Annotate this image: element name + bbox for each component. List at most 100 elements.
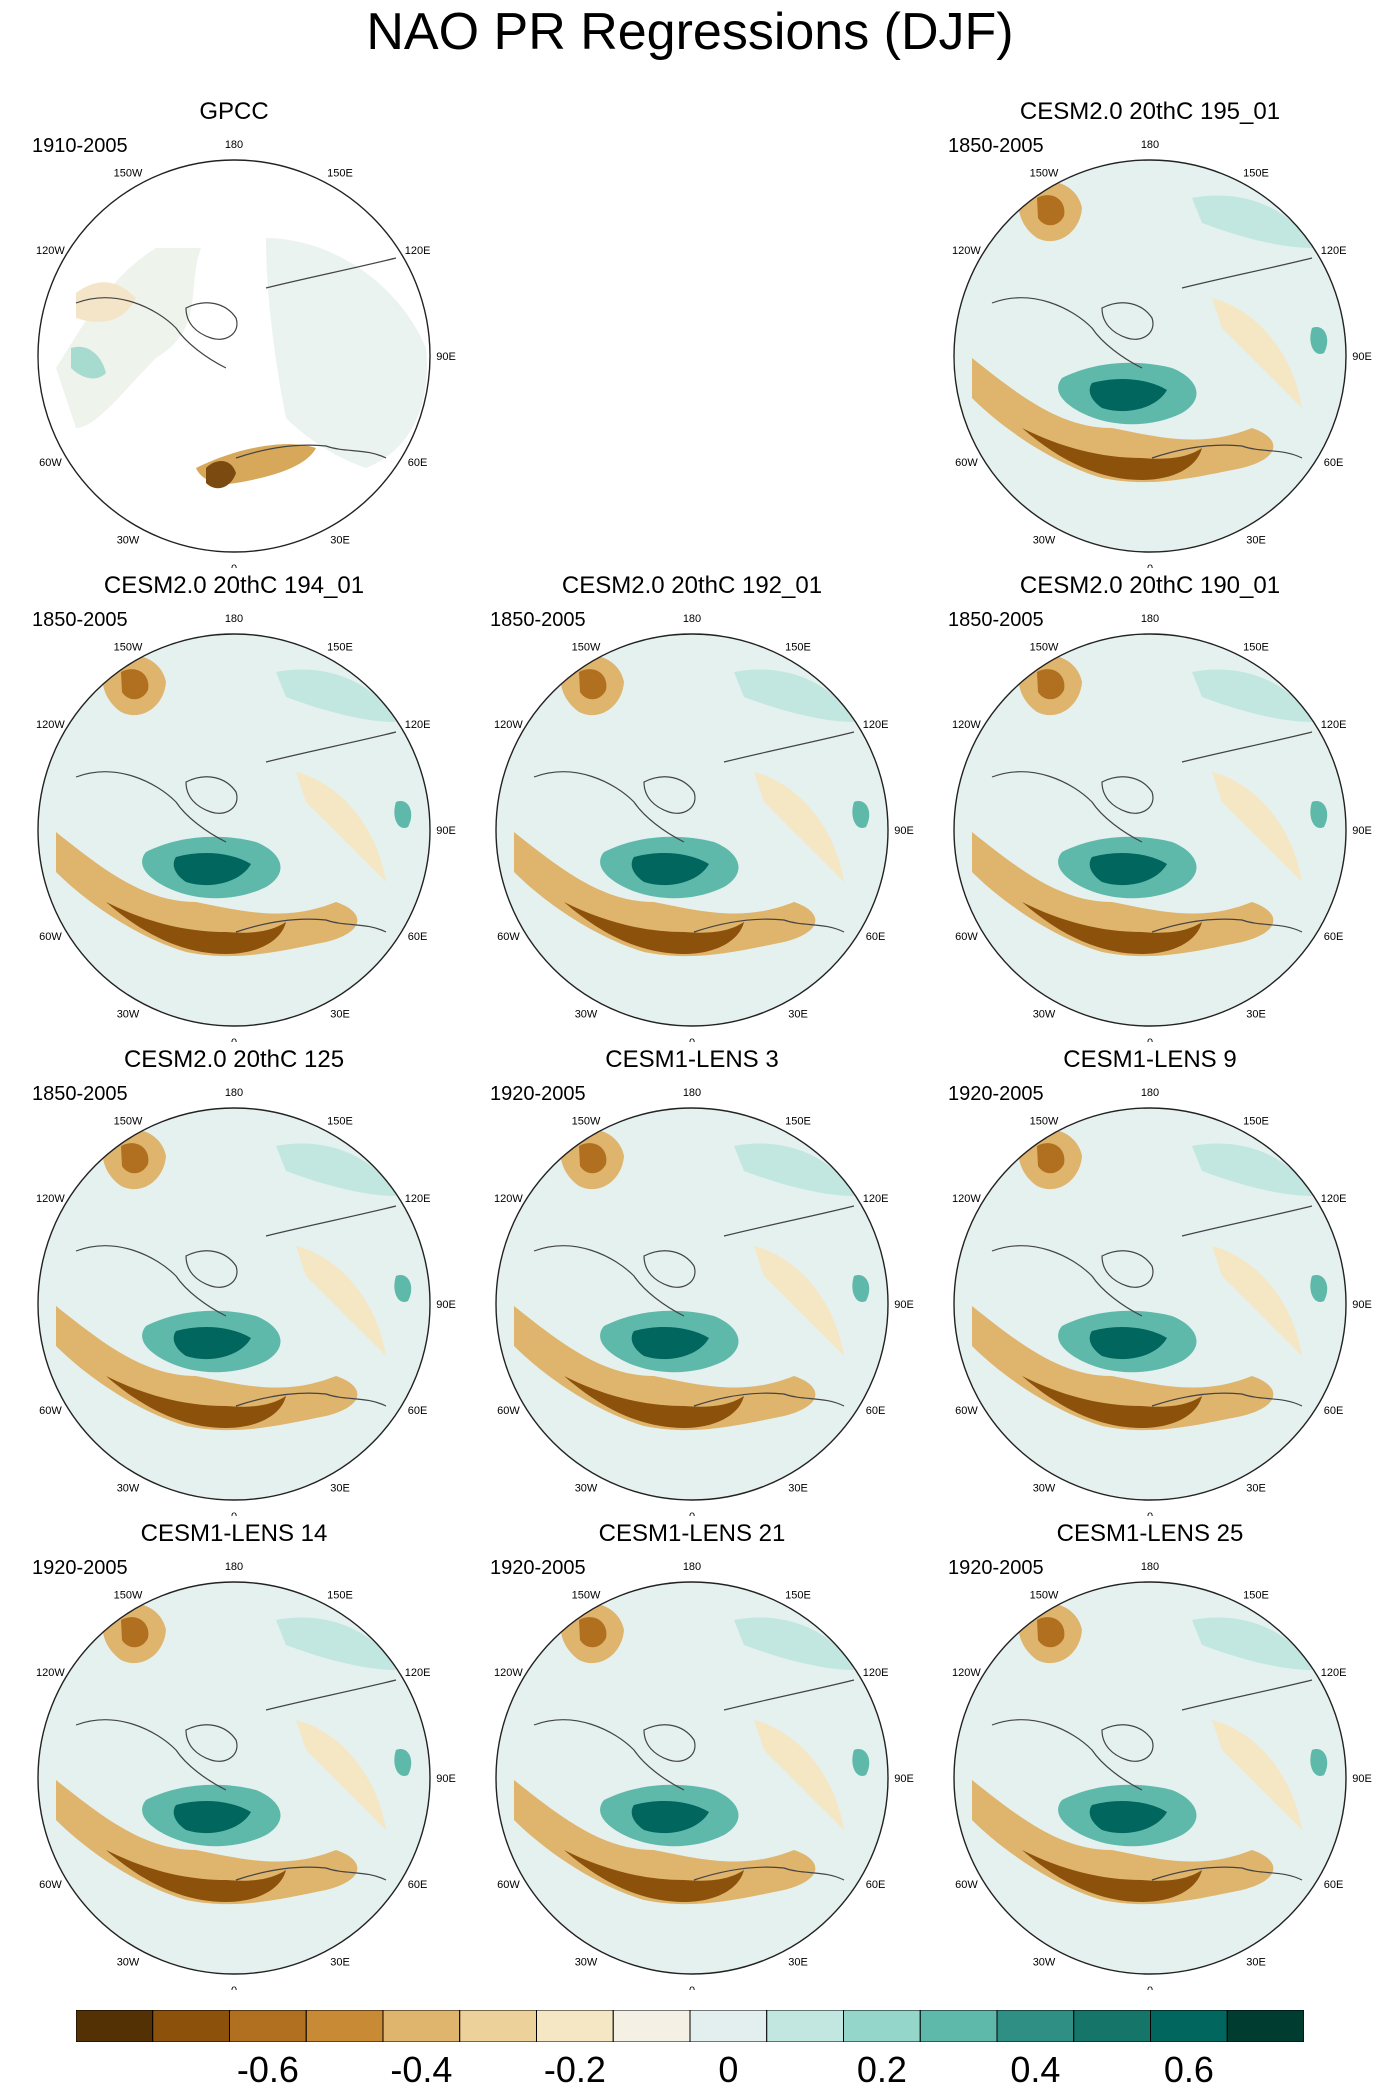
- longitude-label: 150W: [114, 641, 143, 653]
- coastline: [693, 1205, 855, 1407]
- longitude-label: 30W: [1033, 535, 1056, 547]
- longitude-label: 150E: [327, 1589, 353, 1601]
- polar-map: 180150E120E90E60E30E030W60W90W120W150W: [36, 1561, 456, 1990]
- longitude-label: 180: [1141, 1561, 1159, 1573]
- polar-map: 180150E120E90E60E30E030W60W90W120W150W: [952, 1561, 1372, 1990]
- anomaly-patch: [1192, 669, 1312, 722]
- panel-title: GPCC: [199, 98, 269, 125]
- longitude-label: 60E: [408, 1405, 428, 1417]
- longitude-label: 150E: [1243, 641, 1269, 653]
- colorbar-swatch: [1226, 2010, 1304, 2042]
- anomaly-core-pacific: [1037, 195, 1065, 226]
- longitude-label: 60W: [39, 1405, 62, 1417]
- longitude-label: 60W: [39, 931, 62, 943]
- map-panel-lens-25: CESM1-LENS 25 1920-2005 180 150E 120E 90E 60E 3…: [948, 1520, 1372, 1990]
- longitude-label: 150W: [114, 1115, 143, 1127]
- anomaly-core-positive: [173, 852, 251, 886]
- longitude-label: 0: [1147, 563, 1153, 568]
- map-boundary: [953, 1107, 1347, 1501]
- colorbar-tick-label: 0.6: [1163, 2049, 1214, 2090]
- longitude-label: 120W: [952, 245, 981, 257]
- anomaly-core-positive: [173, 1326, 251, 1360]
- anomaly-core-negative: [1022, 428, 1202, 480]
- polar-map: 180150E120E90E60E30E030W60W90W120W150W: [36, 1087, 456, 1516]
- panel-title: CESM2.0 20thC 195_01: [1019, 98, 1281, 125]
- longitude-label: 0: [231, 1037, 237, 1042]
- anomaly-core-pacific: [579, 1617, 607, 1648]
- polar-map: 180150E120E90E60E30E030W60W90W120W150W: [952, 613, 1372, 1042]
- longitude-label: 180: [225, 1561, 243, 1573]
- polar-map: 180150E120E90E60E30E030W60W90W120W150W: [494, 613, 914, 1042]
- coastline: [533, 1719, 685, 1791]
- longitude-label: 30W: [117, 1957, 140, 1969]
- longitude-label: 150E: [785, 1115, 811, 1127]
- coastline: [1151, 257, 1313, 459]
- anomaly-core-negative: [1022, 902, 1202, 954]
- longitude-label: 0: [689, 1511, 695, 1516]
- longitude-label: 150W: [114, 1589, 143, 1601]
- longitude-label: 0: [1147, 1985, 1153, 1990]
- longitude-label: 0: [1147, 1037, 1153, 1042]
- anomaly-patch: [276, 1143, 396, 1196]
- longitude-label: 60E: [1324, 931, 1344, 943]
- map-boundary: [953, 159, 1347, 553]
- colorbar-swatch: [996, 2010, 1075, 2042]
- map-boundary: [495, 633, 889, 1027]
- colorbar-swatch: [919, 2010, 998, 2042]
- longitude-label: 30E: [330, 1483, 350, 1495]
- map-boundary: [37, 1581, 431, 1975]
- colorbar-swatch: [536, 2010, 614, 2042]
- longitude-label: 30E: [1246, 1483, 1266, 1495]
- longitude-label: 0: [689, 1037, 695, 1042]
- polar-map: 180150E120E90E60E30E030W60W90W120W150W: [494, 1561, 914, 1990]
- longitude-label: 0: [1147, 1511, 1153, 1516]
- longitude-label: 120E: [405, 719, 431, 731]
- map-boundary: [495, 1107, 889, 1501]
- longitude-label: 60W: [955, 931, 978, 943]
- panel-period: 1850-2005: [32, 1083, 128, 1105]
- colorbar: [76, 2010, 1304, 2042]
- longitude-label: 150W: [1030, 1589, 1059, 1601]
- coastline: [75, 297, 227, 369]
- longitude-label: 30W: [117, 1009, 140, 1021]
- longitude-label: 90E: [1352, 1299, 1372, 1311]
- longitude-label: 60W: [497, 1879, 520, 1891]
- longitude-label: 180: [683, 1561, 701, 1573]
- coastline: [235, 731, 397, 933]
- longitude-label: 30E: [330, 1009, 350, 1021]
- coastline: [1151, 1205, 1313, 1407]
- longitude-label: 90E: [436, 351, 456, 363]
- longitude-label: 150W: [572, 1115, 601, 1127]
- panel-title: CESM1-LENS 25: [1056, 1520, 1244, 1547]
- panel-period: 1850-2005: [948, 609, 1044, 631]
- coastline: [75, 1245, 227, 1317]
- longitude-label: 150W: [572, 641, 601, 653]
- colorbar-tick-label: -0.6: [236, 2049, 299, 2090]
- longitude-label: 120E: [863, 1193, 889, 1205]
- anomaly-patch: [754, 772, 844, 882]
- map-panel-lens-9: CESM1-LENS 9 1920-2005 180 150E 120E 90E 60E 30…: [948, 1046, 1372, 1516]
- map-boundary: [953, 1581, 1347, 1975]
- colorbar-swatch: [152, 2010, 230, 2042]
- longitude-label: 30E: [1246, 535, 1266, 547]
- longitude-label: 30E: [1246, 1957, 1266, 1969]
- polar-map: 180150E120E90E60E30E030W60W90W120W150W: [952, 1087, 1372, 1516]
- longitude-label: 60E: [408, 931, 428, 943]
- longitude-label: 150E: [785, 1589, 811, 1601]
- map-panel-lens-14: CESM1-LENS 14 1920-2005 180 150E 120E 90E 60E 3…: [32, 1520, 456, 1990]
- anomaly-patch: [1310, 1749, 1328, 1776]
- longitude-label: 0: [689, 1985, 695, 1990]
- longitude-label: 150W: [114, 167, 143, 179]
- longitude-label: 0: [231, 1985, 237, 1990]
- anomaly-patch: [394, 1749, 412, 1776]
- longitude-label: 30W: [575, 1957, 598, 1969]
- longitude-label: 180: [1141, 139, 1159, 151]
- map-boundary: [953, 633, 1347, 1027]
- panel-period: 1850-2005: [490, 609, 586, 631]
- anomaly-core-negative: [1022, 1376, 1202, 1428]
- longitude-label: 120E: [863, 1667, 889, 1679]
- anomaly-core-negative: [106, 1850, 286, 1902]
- panel-period: 1920-2005: [948, 1083, 1044, 1105]
- anomaly-core-negative: [564, 1376, 744, 1428]
- colorbar-swatch: [382, 2010, 461, 2042]
